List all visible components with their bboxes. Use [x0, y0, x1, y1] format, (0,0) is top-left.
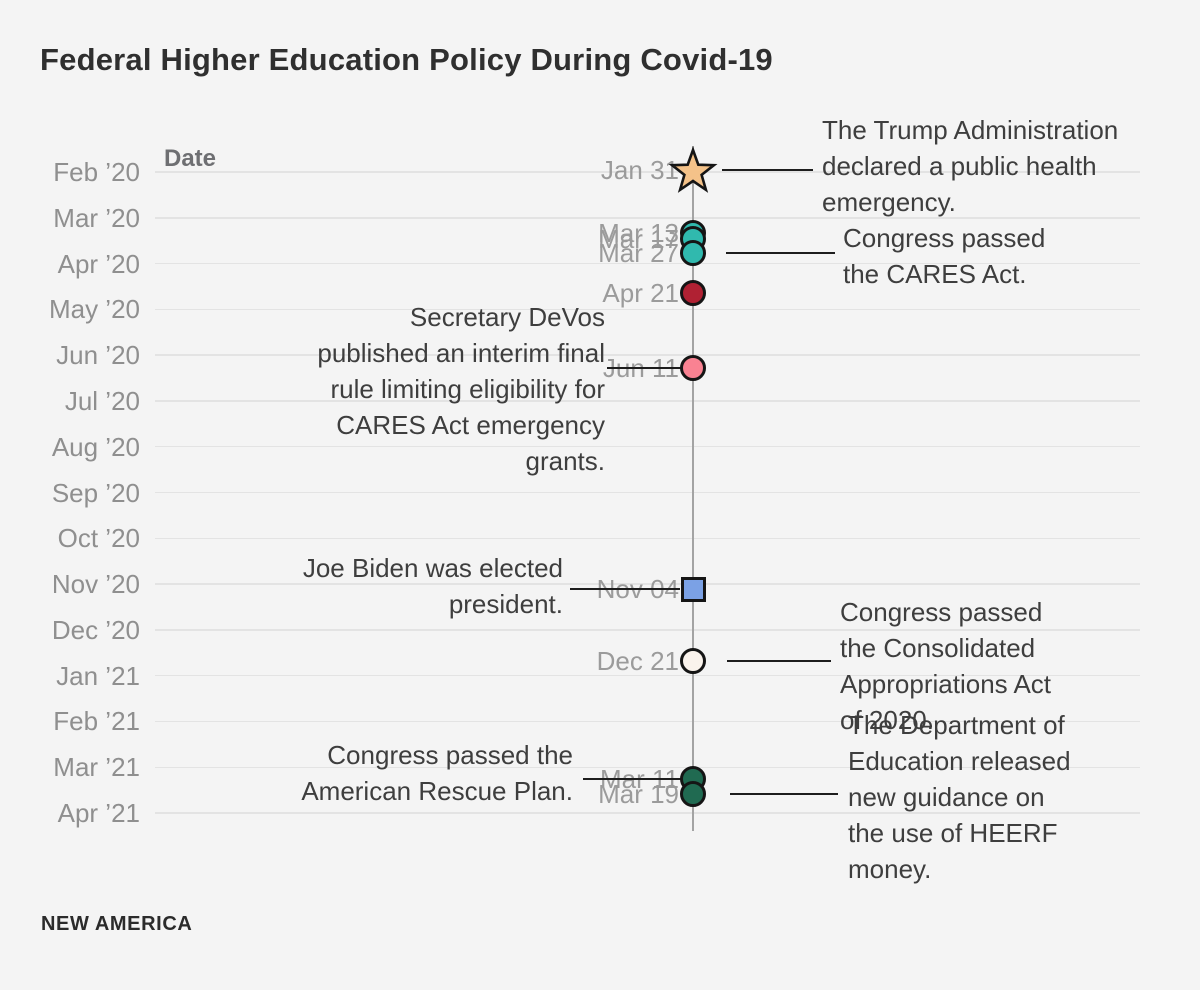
- gridline: [155, 766, 1140, 769]
- gridline: [155, 308, 1140, 311]
- axis-tick-label: Aug ’20: [51, 431, 140, 462]
- axis-tick-label: Mar ’21: [53, 752, 140, 783]
- axis-tick-label: Dec ’20: [51, 614, 140, 645]
- axis-tick-label: Jun ’20: [56, 340, 140, 371]
- event-marker-circle: [680, 648, 706, 674]
- gridline: [155, 812, 1140, 814]
- leader-line: [607, 367, 681, 369]
- event-date-label: Jan 31: [600, 155, 679, 185]
- gridline: [155, 491, 1140, 494]
- axis-tick-label: Feb ’21: [53, 706, 140, 737]
- axis-tick-label: May ’20: [48, 294, 140, 325]
- event-annotation: Secretary DeVos published an interim fina…: [317, 302, 605, 476]
- event-marker-circle: [680, 781, 706, 807]
- leader-line: [583, 778, 681, 780]
- axis-tick-label: Jan ’21: [56, 660, 140, 691]
- axis-tick-label: Oct ’20: [57, 523, 140, 554]
- brand-footer: NEW AMERICA: [41, 913, 193, 935]
- leader-line: [570, 588, 680, 590]
- gridline: [155, 583, 1140, 585]
- event-marker-star: [668, 146, 718, 194]
- axis-tick-label: Sep ’20: [51, 477, 140, 508]
- leader-line: [726, 252, 835, 254]
- event-annotation: Joe Biden was elected president.: [302, 553, 563, 619]
- axis-tick-label: Apr ’21: [57, 798, 140, 829]
- event-marker-circle: [680, 280, 706, 306]
- event-annotation: The Trump Administration declared a publi…: [822, 115, 1119, 217]
- event-marker-circle: [680, 240, 706, 266]
- event-annotation: Congress passed the Consolidated Appropria…: [840, 597, 1052, 735]
- axis-tick-label: Apr ’20: [57, 248, 140, 279]
- gridline: [155, 171, 1140, 173]
- timeline-axis-line: [692, 146, 694, 831]
- event-date-label: Apr 21: [602, 278, 679, 308]
- gridline: [155, 262, 1140, 265]
- gridline: [155, 629, 1140, 631]
- chart-title: Federal Higher Education Policy During C…: [40, 42, 773, 77]
- leader-line: [722, 169, 813, 171]
- axis-tick-label: Mar ’20: [53, 202, 140, 233]
- event-marker-square: [680, 576, 706, 602]
- event-annotation: Congress passed the CARES Act.: [843, 223, 1046, 289]
- gridline: [155, 674, 1140, 677]
- event-date-label: Mar 13: [598, 218, 679, 248]
- axis-tick-label: Nov ’20: [51, 569, 140, 600]
- leader-line: [730, 793, 838, 795]
- axis-title: Date: [164, 145, 217, 172]
- event-date-label: Mar 19: [598, 779, 679, 809]
- event-marker-circle: [680, 355, 706, 381]
- leader-line: [727, 660, 831, 662]
- event-date-label: Mar 17: [598, 224, 679, 254]
- gridline: [155, 217, 1140, 219]
- axis-tick-label: Jul ’20: [64, 385, 140, 416]
- axis-tick-label: Feb ’20: [53, 157, 140, 187]
- event-annotation: Congress passed the American Rescue Plan.: [301, 740, 573, 806]
- event-annotation: The Department of Education released new g…: [848, 710, 1071, 884]
- gridline: [155, 400, 1140, 402]
- gridline: [155, 720, 1140, 723]
- gridline: [155, 354, 1140, 356]
- gridline: [155, 537, 1140, 540]
- event-date-label: Mar 27: [598, 238, 679, 268]
- gridline: [155, 445, 1140, 448]
- event-date-label: Dec 21: [596, 646, 679, 676]
